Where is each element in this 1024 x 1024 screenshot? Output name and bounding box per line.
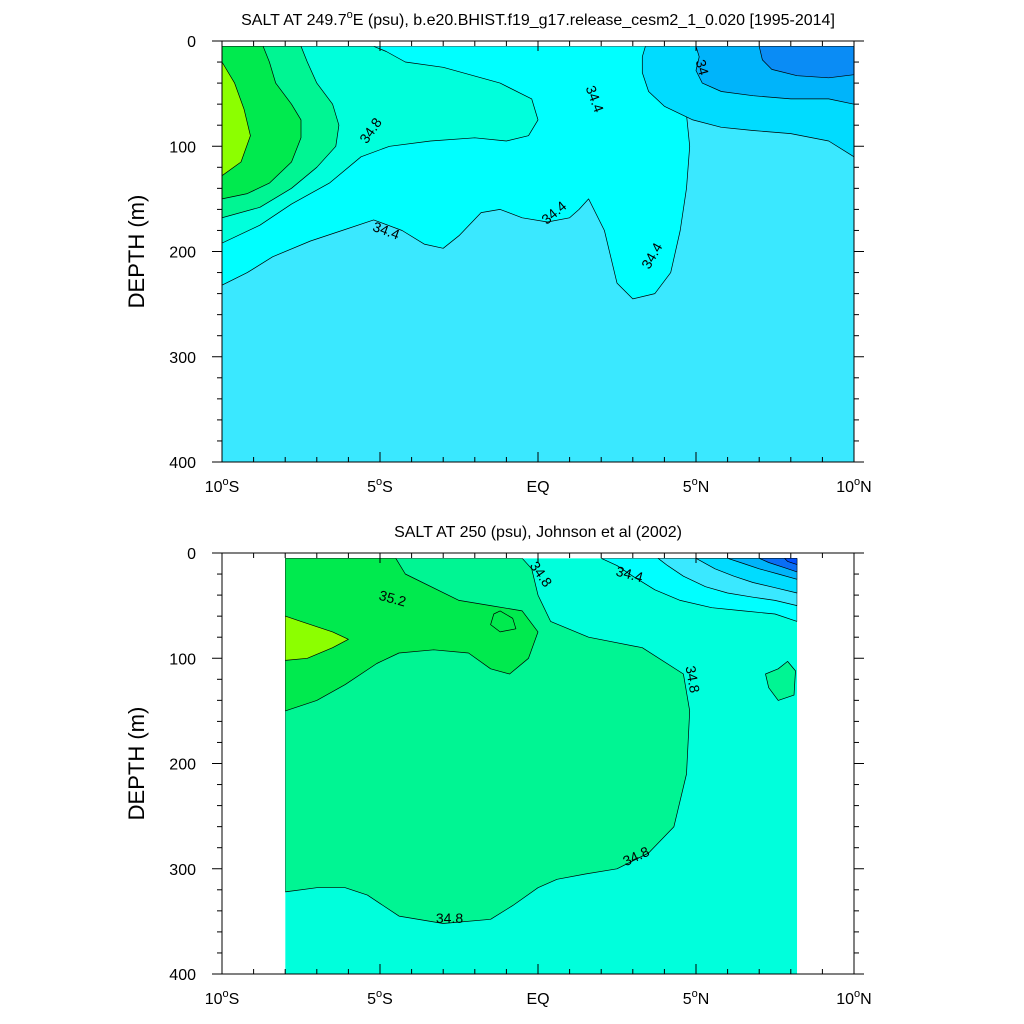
panel-title: SALT AT 249.7oE (psu), b.e20.BHIST.f19_g… bbox=[241, 9, 835, 29]
contour-fills bbox=[222, 46, 854, 462]
contour-label: 34 bbox=[693, 58, 713, 77]
y-axis-label: DEPTH (m) bbox=[124, 707, 149, 821]
y-tick-label: 100 bbox=[169, 651, 196, 668]
panel-1: 10oS 5oS EQ 5oN 10oN 0 100 200 300 400 DEPTH (m) SA… bbox=[124, 9, 872, 496]
y-tick-label: 200 bbox=[169, 757, 196, 774]
contour-fills bbox=[285, 558, 798, 974]
x-tick-label: 10oS bbox=[205, 988, 240, 1008]
panel-title: SALT AT 250 (psu), Johnson et al (2002) bbox=[394, 524, 682, 541]
contour-label: 35.2 bbox=[377, 587, 408, 610]
x-tick-label: 5oS bbox=[367, 476, 393, 496]
y-tick-label: 0 bbox=[187, 546, 196, 563]
y-tick-label: 100 bbox=[169, 139, 196, 156]
y-tick-label: 400 bbox=[169, 455, 196, 472]
x-tick-label: 5oN bbox=[683, 988, 710, 1008]
y-tick-label: 0 bbox=[187, 34, 196, 51]
contour-region-35-4 bbox=[285, 615, 349, 661]
panel-2: 10oS 5oS EQ 5oN 10oN 0 100 200 300 400 DEPTH (m) SA… bbox=[124, 524, 872, 1008]
contour-region-33 bbox=[784, 558, 798, 565]
contour-region-35-4 bbox=[490, 610, 517, 633]
x-tick-label: EQ bbox=[526, 479, 549, 496]
contour-region-33-8 bbox=[758, 46, 854, 79]
x-tick-label: 10oN bbox=[836, 476, 871, 496]
x-tick-label: 5oN bbox=[683, 476, 710, 496]
contour-region-35 bbox=[765, 661, 796, 701]
x-tick-label: 10oN bbox=[836, 988, 871, 1008]
y-axis-label: DEPTH (m) bbox=[124, 195, 149, 309]
x-tick-label: EQ bbox=[526, 991, 549, 1008]
x-tick-label: 5oS bbox=[367, 988, 393, 1008]
contour-label: 34.8 bbox=[436, 910, 463, 926]
contour-label: 34.4 bbox=[614, 563, 645, 586]
y-tick-label: 200 bbox=[169, 245, 196, 262]
contour-label: 34.8 bbox=[683, 664, 704, 694]
y-tick-label: 400 bbox=[169, 967, 196, 984]
contour-region-35-2 bbox=[285, 558, 539, 712]
contour-region-35-4 bbox=[222, 61, 251, 177]
y-tick-label: 300 bbox=[169, 350, 196, 367]
y-tick-label: 300 bbox=[169, 862, 196, 879]
x-tick-label: 10oS bbox=[205, 476, 240, 496]
